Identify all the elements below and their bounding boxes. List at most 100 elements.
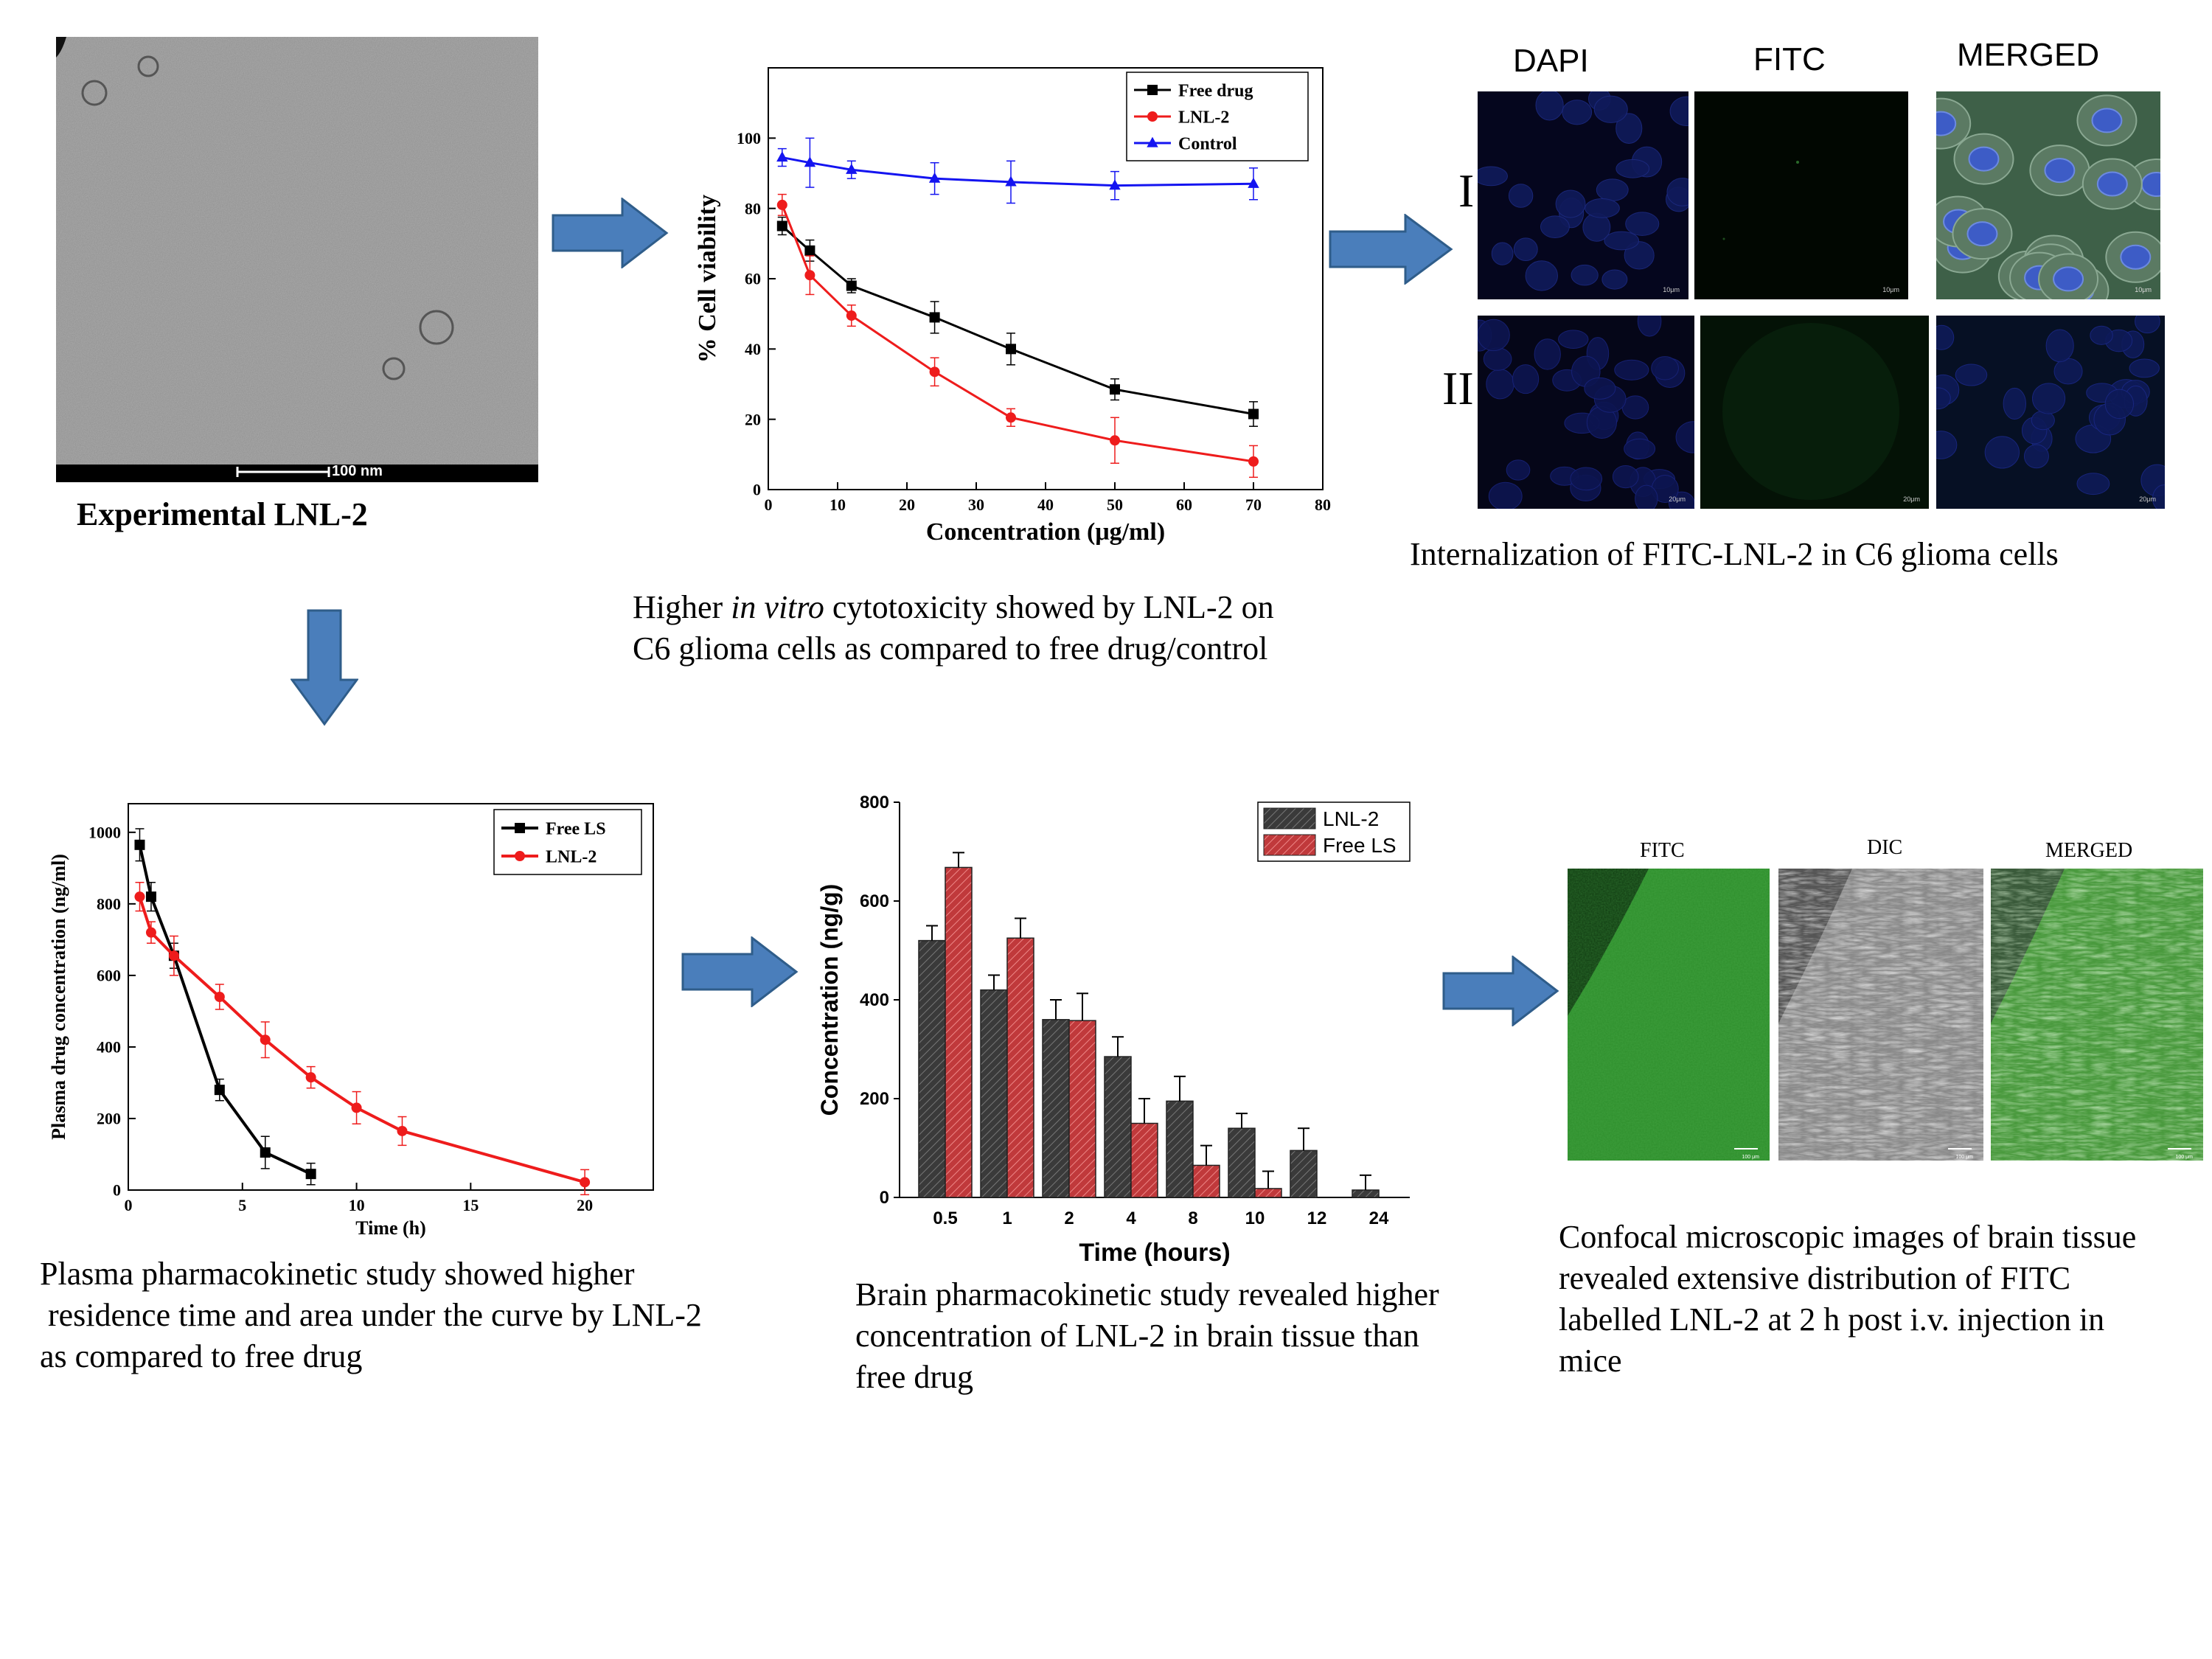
- nucleus: [2152, 484, 2165, 509]
- right-arrow-2: [1329, 214, 1453, 285]
- nucleus: [2104, 389, 2135, 420]
- legend-marker: [1147, 136, 1158, 147]
- data-point: [804, 156, 816, 167]
- plasma-caption: Plasma pharmacokinetic study showed high…: [40, 1256, 702, 1374]
- nucleus: [1624, 241, 1655, 270]
- tem-title: Experimental LNL-2: [77, 496, 368, 532]
- bar-lnl-2: [1166, 1100, 1194, 1198]
- y-tick-label: 200: [97, 1110, 121, 1128]
- data-point: [1110, 384, 1120, 395]
- confocal-caption: Confocal microscopic images of brain tis…: [1559, 1219, 2137, 1379]
- legend-label: LNL-2: [546, 847, 597, 866]
- tem-image: 100 nm: [56, 37, 538, 482]
- brain-caption: Brain pharmacokinetic study revealed hig…: [855, 1276, 1439, 1395]
- y-tick-label: 1000: [88, 824, 121, 842]
- legend-label: Control: [1178, 134, 1237, 153]
- x-axis-label: Time (h): [355, 1217, 426, 1239]
- nucleus: [1593, 95, 1628, 123]
- x-tick-label: 20: [899, 495, 915, 514]
- data-point: [134, 891, 145, 902]
- row-label-i: I: [1458, 164, 1475, 217]
- series-free-drug: [776, 216, 1259, 427]
- nucleus: [1562, 100, 1593, 125]
- bar-free-ls: [1192, 1164, 1220, 1198]
- series-line: [138, 844, 312, 1175]
- data-point: [804, 245, 815, 256]
- nucleus: [2135, 316, 2160, 334]
- nucleus: [1968, 146, 2000, 172]
- bar-lnl-2: [1104, 1056, 1132, 1198]
- y-axis-label: Plasma drug concentration (ng/ml): [48, 854, 69, 1140]
- nucleus: [1486, 369, 1514, 400]
- nucleus: [1483, 347, 1512, 371]
- y-tick-label: 0: [753, 481, 761, 499]
- legend-marker: [1147, 111, 1158, 122]
- merged-image-row1: 10μm: [1936, 91, 2160, 299]
- y-tick-label: 800: [860, 793, 889, 813]
- data-point: [351, 1102, 362, 1113]
- nucleus: [1478, 166, 1508, 187]
- data-point: [1005, 175, 1017, 187]
- series-line: [138, 896, 585, 1184]
- nucleus: [1570, 467, 1603, 491]
- x-tick-label: 50: [1107, 495, 1123, 514]
- y-tick-label: 20: [745, 410, 761, 428]
- nucleus: [1669, 96, 1688, 127]
- nucleus: [1571, 264, 1599, 286]
- nucleus: [1596, 178, 1629, 201]
- nucleus: [2031, 383, 2066, 414]
- nucleus: [1604, 231, 1640, 251]
- bar-lnl-2: [918, 939, 946, 1198]
- x-axis-label: Concentration (μg/ml): [926, 518, 1165, 546]
- down-arrow: [291, 609, 358, 726]
- nucleus: [1666, 178, 1688, 206]
- data-point: [846, 310, 857, 321]
- y-tick-label: 600: [860, 891, 889, 911]
- nucleus: [1585, 198, 1620, 218]
- nucleus: [1635, 484, 1658, 509]
- nucleus: [1651, 356, 1679, 380]
- data-point: [1006, 344, 1016, 355]
- data-point: [776, 199, 787, 210]
- vesicle: [81, 55, 454, 380]
- bar-lnl-2: [1290, 1150, 1318, 1198]
- confocal-label-dic: DIC: [1867, 836, 1903, 859]
- y-tick-label: 400: [860, 990, 889, 1010]
- nucleus: [2096, 171, 2128, 197]
- nucleus: [2053, 358, 2083, 385]
- series-control: [776, 137, 1259, 204]
- nucleus: [1615, 159, 1650, 178]
- data-point: [1248, 408, 1259, 420]
- nucleus: [1614, 359, 1649, 380]
- fitc-image-row1: 10μm: [1694, 91, 1908, 299]
- y-tick-label: 600: [97, 967, 121, 985]
- data-point: [305, 1072, 316, 1083]
- nucleus: [2044, 158, 2076, 184]
- right-arrow-1: [552, 198, 669, 268]
- data-point: [214, 1085, 225, 1096]
- nucleus: [1512, 364, 1540, 394]
- x-axis-label: Time (hours): [1079, 1239, 1230, 1267]
- series-free-ls: [134, 828, 316, 1186]
- nucleus: [1525, 260, 1558, 291]
- cell-viability-chart: 0 10 20 30 40 50 60 70 80 0 20 40 60 80 100 Concentrati…: [694, 67, 1331, 546]
- legend-box: [493, 809, 642, 875]
- y-tick-label: 80: [745, 199, 761, 218]
- x-tick-label: 2: [1064, 1208, 1074, 1228]
- nucleus: [2091, 108, 2123, 133]
- internalization-caption: Internalization of FITC-LNL-2 in C6 glio…: [1410, 536, 2059, 572]
- fitc-image-row2: 20μm: [1700, 316, 1929, 509]
- nucleus: [1624, 438, 1656, 459]
- nucleus: [1984, 436, 2020, 469]
- nucleus: [1637, 316, 1662, 337]
- nucleus: [2076, 473, 2110, 495]
- nucleus: [1675, 421, 1694, 453]
- nucleus: [1540, 215, 1570, 238]
- x-tick-label: 10: [1245, 1208, 1265, 1228]
- x-tick-label: 0: [765, 495, 773, 514]
- data-point: [776, 151, 788, 162]
- x-tick-label: 1: [1002, 1208, 1012, 1228]
- series-lnl-2: [134, 881, 591, 1196]
- y-tick-label: 40: [745, 340, 761, 358]
- bar-lnl-2: [1228, 1127, 1256, 1198]
